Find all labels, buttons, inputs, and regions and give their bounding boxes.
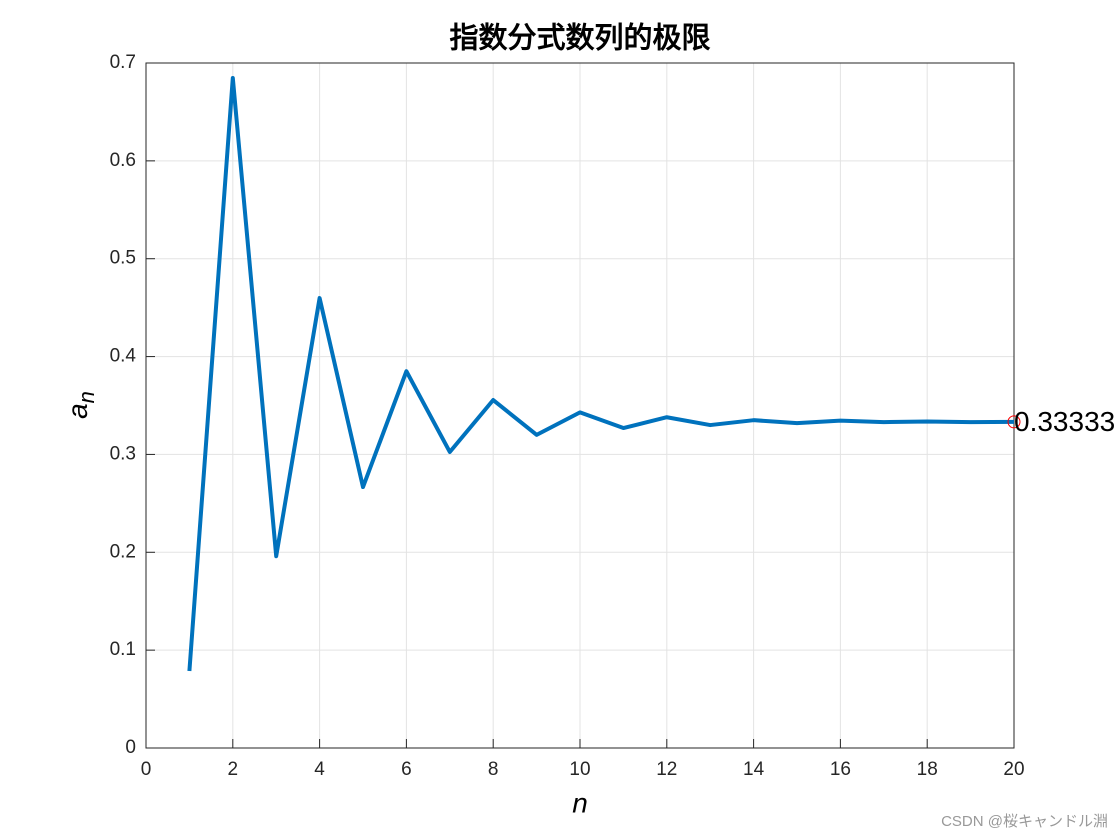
y-tick-label: 0.1 — [110, 639, 136, 660]
x-tick-label: 8 — [488, 759, 499, 780]
watermark: CSDN @桜キャンドル淵 — [941, 813, 1108, 830]
x-tick-label: 12 — [656, 759, 677, 780]
x-tick-label: 16 — [830, 759, 851, 780]
x-axis-label: n — [572, 787, 588, 818]
x-tick-label: 18 — [917, 759, 938, 780]
svg-text:an: an — [62, 391, 98, 419]
y-tick-label: 0.3 — [110, 443, 136, 464]
data-line — [187, 75, 1015, 672]
chart-title: 指数分式数列的极限 — [449, 21, 710, 55]
x-tick-label: 4 — [314, 759, 325, 780]
y-label-base: a — [62, 403, 93, 419]
x-tick-label: 10 — [569, 759, 590, 780]
y-tick-label: 0 — [125, 737, 136, 758]
x-tick-label: 20 — [1003, 759, 1024, 780]
annotation-marker — [1007, 415, 1021, 429]
x-tick-label: 6 — [401, 759, 412, 780]
plot-frame — [145, 62, 1015, 749]
y-tick-label: 0.2 — [110, 541, 136, 562]
x-tick-label: 2 — [228, 759, 239, 780]
x-tick-label: 14 — [743, 759, 765, 780]
y-tick-label: 0.7 — [110, 52, 136, 73]
y-tick-label: 0.5 — [110, 248, 136, 269]
y-label-subscript: n — [74, 391, 99, 403]
y-tick-label: 0.4 — [110, 346, 137, 367]
y-tick-label: 0.6 — [110, 150, 136, 171]
annotation-label: 0.33333 — [1014, 406, 1115, 437]
x-tick-label: 0 — [141, 759, 152, 780]
y-axis-label: an — [62, 391, 98, 419]
